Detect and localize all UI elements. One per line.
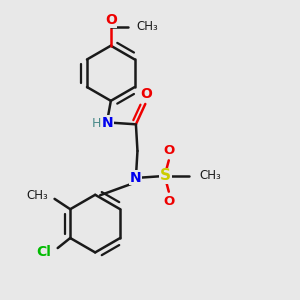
Text: Cl: Cl bbox=[37, 245, 51, 259]
Text: CH₃: CH₃ bbox=[136, 20, 158, 33]
Text: N: N bbox=[102, 116, 113, 130]
Text: CH₃: CH₃ bbox=[26, 189, 48, 202]
Text: O: O bbox=[163, 195, 174, 208]
Text: H: H bbox=[92, 117, 101, 130]
Text: O: O bbox=[163, 144, 174, 157]
Text: S: S bbox=[160, 169, 171, 184]
Text: CH₃: CH₃ bbox=[199, 169, 221, 182]
Text: O: O bbox=[105, 13, 117, 27]
Text: N: N bbox=[130, 171, 142, 184]
Text: O: O bbox=[140, 87, 152, 101]
